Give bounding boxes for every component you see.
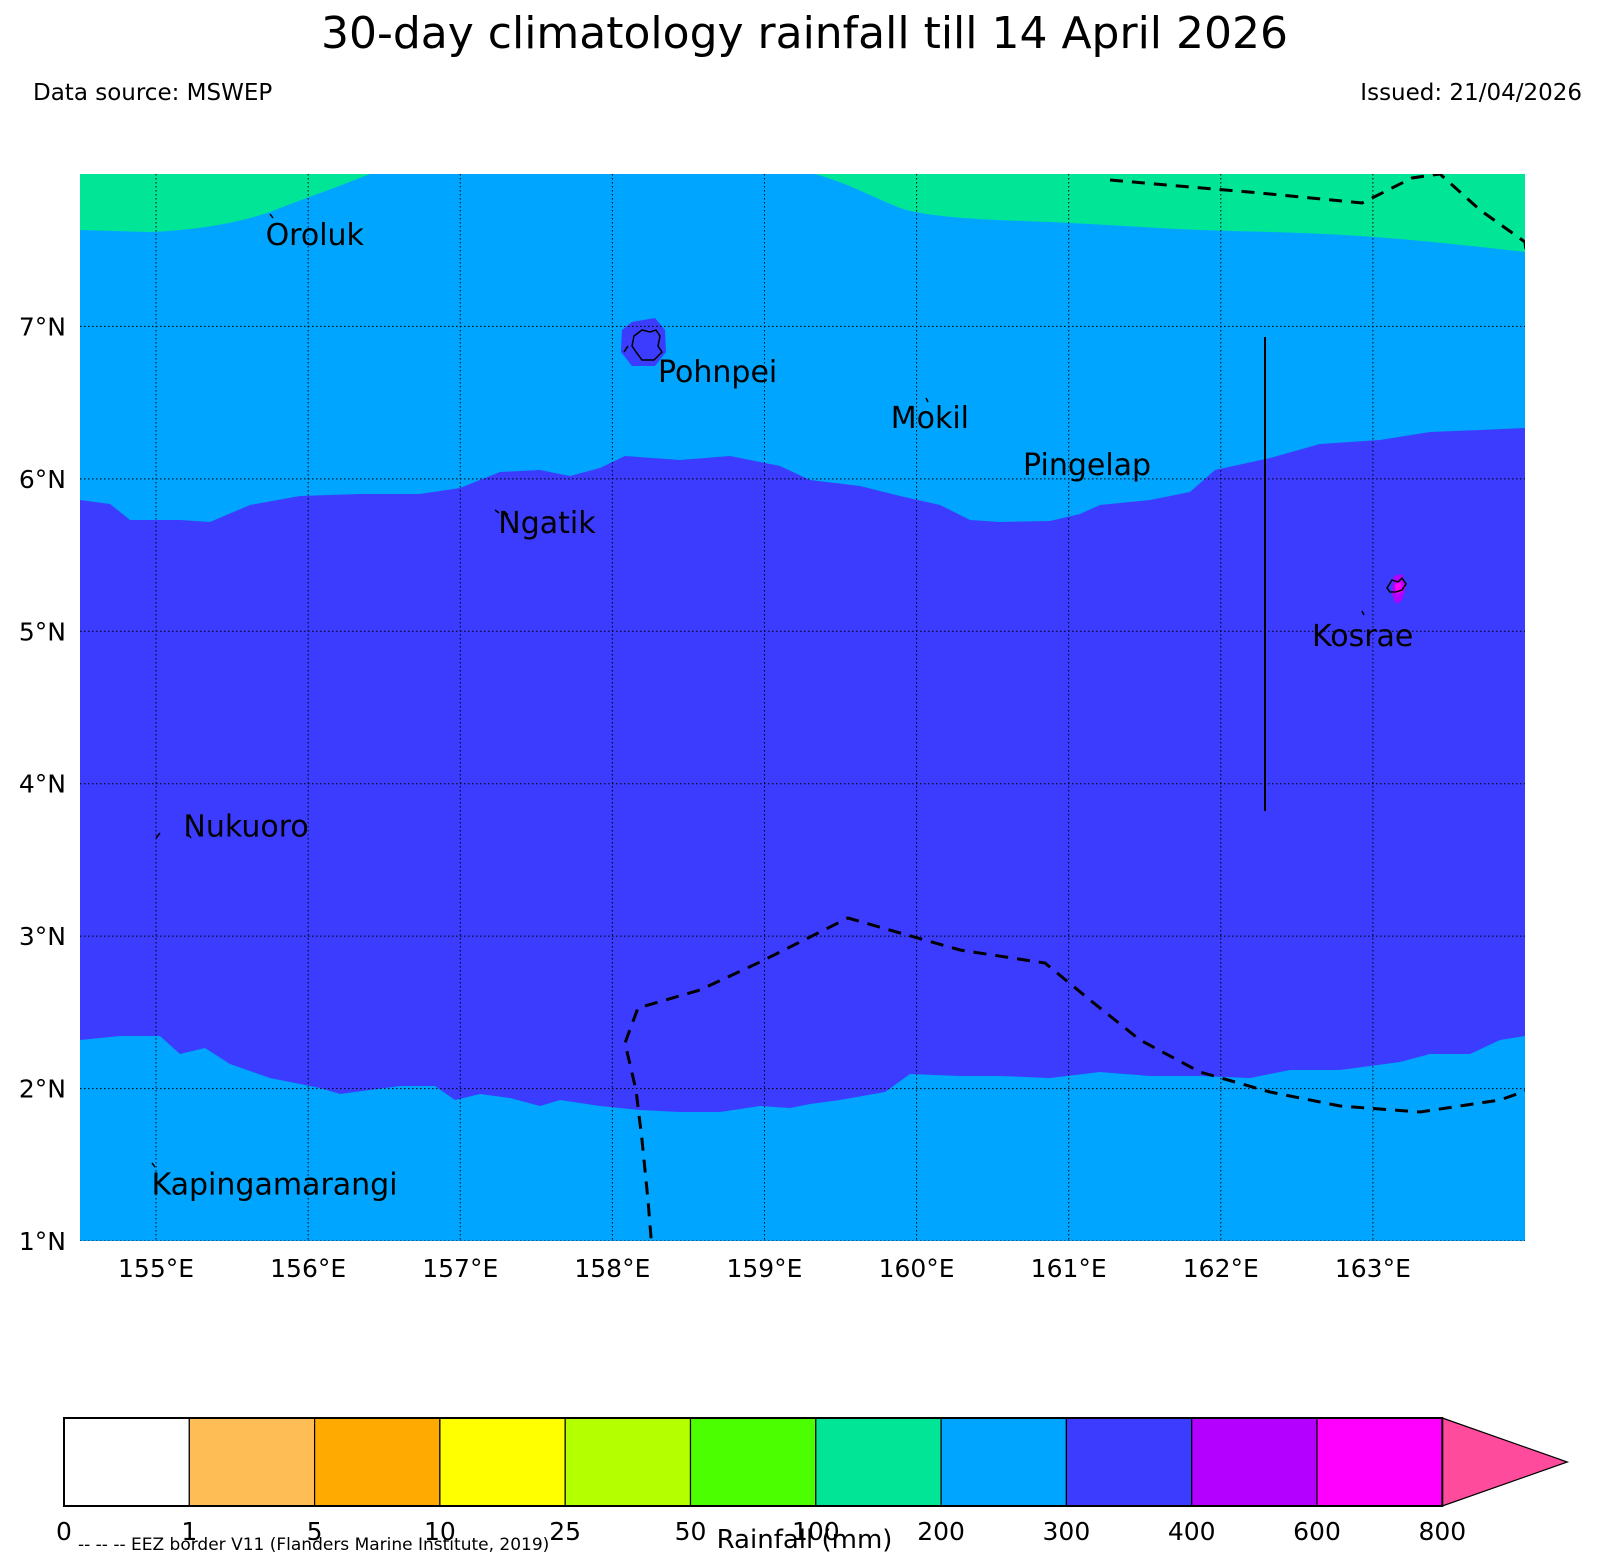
- colorbar-swatch-4: [564, 1417, 692, 1507]
- place-label-nukuoro: Nukuoro: [183, 809, 308, 844]
- place-label-pingelap: Pingelap: [1023, 448, 1151, 483]
- colorbar-swatch-8: [1065, 1417, 1193, 1507]
- place-label-mokil: Mokil: [891, 401, 969, 436]
- colorbar-tick-300: 300: [1043, 1517, 1091, 1546]
- eez-border-note: -- -- -- EEZ border V11 (Flanders Marine…: [78, 1535, 550, 1555]
- atoll-markers: [151, 213, 1365, 1168]
- colorbar-swatch-10: [1316, 1417, 1443, 1507]
- lon-tick-label-161: 161°E: [1031, 1254, 1107, 1283]
- colorbar-swatch-7: [940, 1417, 1067, 1507]
- colorbar-tick-1: 1: [181, 1517, 197, 1546]
- colorbar-tick-400: 400: [1168, 1517, 1216, 1546]
- lat-tick-label-3: 3°N: [19, 922, 66, 951]
- lon-tick-label-158: 158°E: [574, 1254, 650, 1283]
- colorbar-tick-600: 600: [1293, 1517, 1341, 1546]
- colorbar-label: Rainfall (mm): [716, 1525, 893, 1555]
- place-label-kosrae: Kosrae: [1312, 619, 1413, 654]
- colorbar-tick-5: 5: [307, 1517, 323, 1546]
- colorbar-tick-800: 800: [1418, 1517, 1466, 1546]
- eez-border-south: [623, 916, 1525, 1241]
- lon-tick-label-155: 155°E: [118, 1254, 194, 1283]
- colorbar-tick-10: 10: [424, 1517, 456, 1546]
- rainfall-field: © Commonwealth of Australia 2026, Bureau…: [80, 174, 1525, 1264]
- colorbar-tick-200: 200: [917, 1517, 965, 1546]
- map-title: 30-day climatology rainfall till 14 Apri…: [321, 8, 1288, 59]
- lon-tick-label-162: 162°E: [1183, 1254, 1259, 1283]
- lat-tick-label-7: 7°N: [19, 312, 66, 341]
- colorbar-swatch-1: [188, 1417, 316, 1507]
- lon-tick-label-160: 160°E: [879, 1254, 955, 1283]
- colorbar-tick-0: 0: [56, 1517, 72, 1546]
- colorbar-extend-arrow: [1441, 1417, 1570, 1507]
- place-label-pohnpei: Pohnpei: [658, 355, 777, 390]
- data-source-label: Data source: MSWEP: [33, 80, 273, 106]
- colorbar-swatch-5: [689, 1417, 817, 1507]
- colorbar-tick-50: 50: [675, 1517, 707, 1546]
- lat-tick-label-1: 1°N: [19, 1227, 66, 1256]
- colorbar-swatch-3: [439, 1417, 566, 1507]
- place-labels: Oroluk Pohnpei Mokil Pingelap Ngatik Kosrae Nu…: [151, 218, 1413, 1203]
- issued-date-label: Issued: 21/04/2026: [1360, 80, 1582, 106]
- latitude-tick-labels: 1°N 2°N 3°N 4°N 5°N 6°N 7°N: [19, 312, 66, 1256]
- colorbar-tick-labels: 0 1 5 10 25 50 100 200 300 400 600 800: [56, 1517, 1466, 1546]
- copyright-notice: © Commonwealth of Australia 2026, Bureau…: [625, 1240, 1467, 1264]
- longitude-tick-labels: 155°E 156°E 157°E 158°E 159°E 160°E 161°E 162°E…: [118, 1254, 1411, 1283]
- place-label-kapingamarangi: Kapingamarangi: [151, 1168, 397, 1203]
- lat-tick-label-6: 6°N: [19, 465, 66, 494]
- rainfall-band-300-400: [80, 428, 1525, 1112]
- colorbar-tick-25: 25: [549, 1517, 581, 1546]
- colorbar-swatch-2: [314, 1417, 441, 1507]
- place-label-oroluk: Oroluk: [266, 218, 365, 253]
- eez-border-north: [1109, 174, 1525, 257]
- lon-tick-label-156: 156°E: [270, 1254, 346, 1283]
- colorbar-swatch-0: [63, 1417, 190, 1507]
- colorbar-outline: [63, 1417, 1444, 1507]
- lat-tick-label-5: 5°N: [19, 617, 66, 646]
- lon-tick-label-157: 157°E: [422, 1254, 498, 1283]
- colorbar-swatch-9: [1191, 1417, 1318, 1507]
- colorbar: [63, 1417, 1570, 1507]
- place-label-ngatik: Ngatik: [498, 506, 596, 541]
- kosrae-coastline: [1386, 576, 1407, 593]
- lon-tick-label-159: 159°E: [726, 1254, 802, 1283]
- lon-tick-label-163: 163°E: [1335, 1254, 1411, 1283]
- lat-tick-label-2: 2°N: [19, 1075, 66, 1104]
- map-gridlines: [80, 174, 1525, 1241]
- lat-tick-label-4: 4°N: [19, 770, 66, 799]
- colorbar-tick-100: 100: [792, 1517, 840, 1546]
- rainfall-band-100-200: [80, 174, 1525, 252]
- eez-borders: [623, 174, 1525, 1241]
- pohnpei-coastline: [631, 329, 663, 361]
- colorbar-swatch-6: [815, 1417, 942, 1507]
